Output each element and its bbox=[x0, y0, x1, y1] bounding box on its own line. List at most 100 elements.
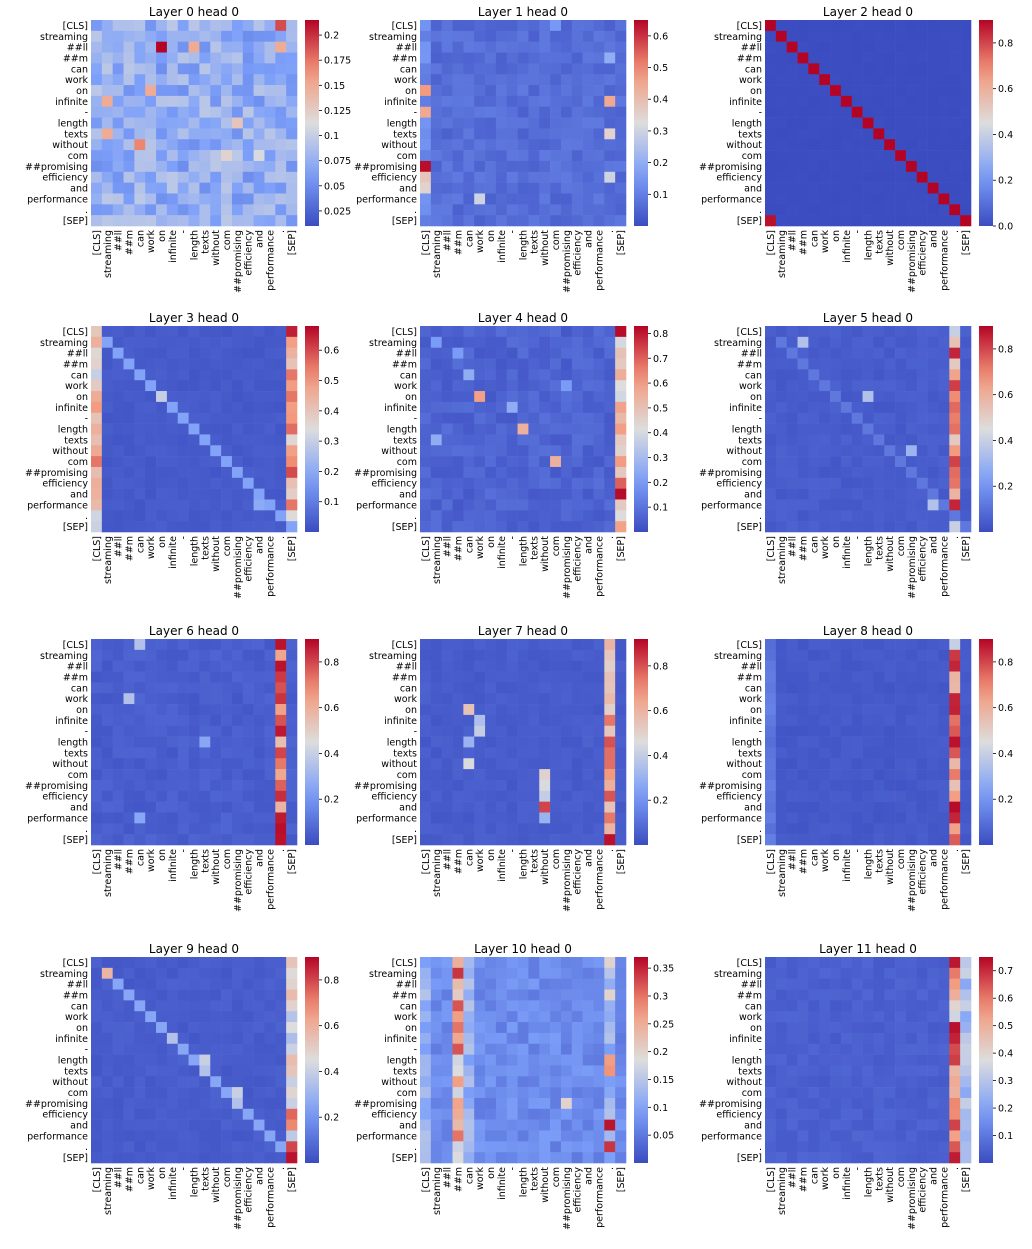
heatmap-cell bbox=[463, 989, 475, 1001]
heatmap-cell bbox=[862, 117, 874, 129]
x-tick-label: . bbox=[950, 1167, 961, 1170]
heatmap-cell bbox=[221, 725, 233, 737]
heatmap-cell bbox=[231, 1108, 244, 1120]
heatmap-cell bbox=[112, 30, 124, 42]
heatmap-cell bbox=[938, 1032, 950, 1045]
heatmap-cell bbox=[221, 215, 233, 227]
heatmap-cell bbox=[938, 510, 950, 522]
heatmap-cell bbox=[210, 978, 222, 990]
heatmap-cell bbox=[112, 160, 124, 173]
heatmap-cell bbox=[166, 139, 179, 151]
heatmap-cell bbox=[560, 434, 573, 446]
heatmap-cell bbox=[275, 957, 287, 969]
heatmap-cell bbox=[221, 1011, 233, 1023]
heatmap-cell bbox=[808, 812, 820, 824]
heatmap-cell bbox=[210, 1000, 222, 1012]
heatmap-cell bbox=[528, 41, 540, 53]
heatmap-cell bbox=[593, 1032, 605, 1045]
x-tick-label: . bbox=[276, 536, 287, 539]
heatmap-cell bbox=[884, 704, 896, 716]
heatmap-cell bbox=[253, 150, 265, 162]
heatmap-cell bbox=[123, 660, 135, 672]
colorbar-tick-label: 0.5 bbox=[998, 1021, 1013, 1032]
heatmap-cell bbox=[506, 95, 518, 108]
heatmap-cell bbox=[916, 369, 928, 381]
heatmap-cell bbox=[862, 1032, 874, 1045]
heatmap-cell bbox=[808, 182, 820, 194]
heatmap-cell bbox=[485, 182, 497, 194]
heatmap-cell bbox=[862, 834, 874, 846]
heatmap-cell bbox=[430, 369, 442, 381]
x-tick-label: and bbox=[929, 1167, 940, 1185]
heatmap-cell bbox=[949, 477, 961, 489]
heatmap-cell bbox=[420, 41, 432, 53]
heatmap-cell bbox=[938, 1097, 950, 1110]
heatmap-cell bbox=[593, 704, 605, 716]
heatmap-cell bbox=[604, 1141, 616, 1153]
heatmap-cell bbox=[452, 769, 464, 781]
heatmap-cell bbox=[582, 649, 594, 661]
heatmap-cell bbox=[485, 1043, 497, 1055]
heatmap-cell bbox=[231, 1130, 244, 1142]
heatmap-cell bbox=[91, 1097, 103, 1110]
heatmap-cell bbox=[430, 725, 442, 737]
heatmap-cell bbox=[884, 358, 896, 370]
heatmap-cell bbox=[819, 204, 831, 216]
heatmap-cell bbox=[517, 347, 529, 359]
heatmap-cell bbox=[495, 1108, 508, 1120]
heatmap-cell bbox=[615, 434, 627, 446]
y-tick-label: ##promising bbox=[699, 781, 762, 792]
heatmap-cell bbox=[539, 704, 551, 716]
heatmap-cell bbox=[441, 171, 453, 183]
y-tick-label: performance bbox=[356, 813, 417, 824]
heatmap-cell bbox=[550, 989, 562, 1001]
heatmap-cell bbox=[134, 193, 146, 205]
heatmap-cell bbox=[949, 736, 961, 748]
heatmap-cell bbox=[949, 1054, 961, 1066]
heatmap-cell bbox=[830, 521, 842, 533]
heatmap-cell bbox=[463, 834, 475, 846]
heatmap-cell bbox=[275, 1141, 287, 1153]
heatmap-cell bbox=[517, 967, 529, 979]
heatmap-cell bbox=[582, 150, 594, 162]
heatmap-cell bbox=[134, 95, 146, 108]
heatmap-cell bbox=[765, 823, 777, 835]
heatmap-cell bbox=[571, 649, 583, 661]
heatmap-cell bbox=[949, 204, 961, 216]
heatmap-cell bbox=[862, 74, 874, 86]
heatmap-cell bbox=[242, 790, 254, 802]
x-tick-label: length bbox=[519, 536, 530, 566]
y-tick-label: efficiency bbox=[42, 792, 88, 803]
heatmap-cell bbox=[786, 1000, 798, 1012]
heatmap-cell bbox=[960, 456, 972, 468]
heatmap-cell bbox=[560, 456, 573, 468]
y-tick-label: [CLS] bbox=[63, 327, 88, 338]
heatmap-cell bbox=[895, 834, 907, 846]
heatmap-cell bbox=[615, 1119, 627, 1131]
heatmap-cell bbox=[582, 347, 594, 359]
heatmap-cell bbox=[593, 671, 605, 683]
heatmap-cell bbox=[275, 978, 287, 990]
heatmap-cell bbox=[830, 326, 842, 338]
heatmap-cell bbox=[840, 801, 853, 813]
heatmap-cell bbox=[441, 358, 453, 370]
heatmap-cell bbox=[188, 1119, 200, 1131]
heatmap-cell bbox=[593, 193, 605, 205]
heatmap-cell bbox=[808, 456, 820, 468]
heatmap-cell bbox=[112, 779, 124, 792]
heatmap-cell bbox=[884, 736, 896, 748]
heatmap-cell bbox=[765, 704, 777, 716]
x-tick-label: without bbox=[211, 1167, 222, 1203]
colorbar-tick-label: 0.7 bbox=[998, 966, 1013, 977]
heatmap-cell bbox=[765, 391, 777, 403]
heatmap-cell bbox=[517, 834, 529, 846]
heatmap-cell bbox=[960, 466, 972, 479]
heatmap-cell bbox=[604, 106, 616, 118]
heatmap-cell bbox=[830, 801, 842, 813]
heatmap-cell bbox=[765, 978, 777, 990]
heatmap-cell bbox=[506, 725, 518, 737]
heatmap-cell bbox=[275, 682, 287, 694]
heatmap-cell bbox=[177, 171, 189, 183]
heatmap-cell bbox=[797, 52, 809, 64]
heatmap-cell bbox=[253, 106, 265, 118]
